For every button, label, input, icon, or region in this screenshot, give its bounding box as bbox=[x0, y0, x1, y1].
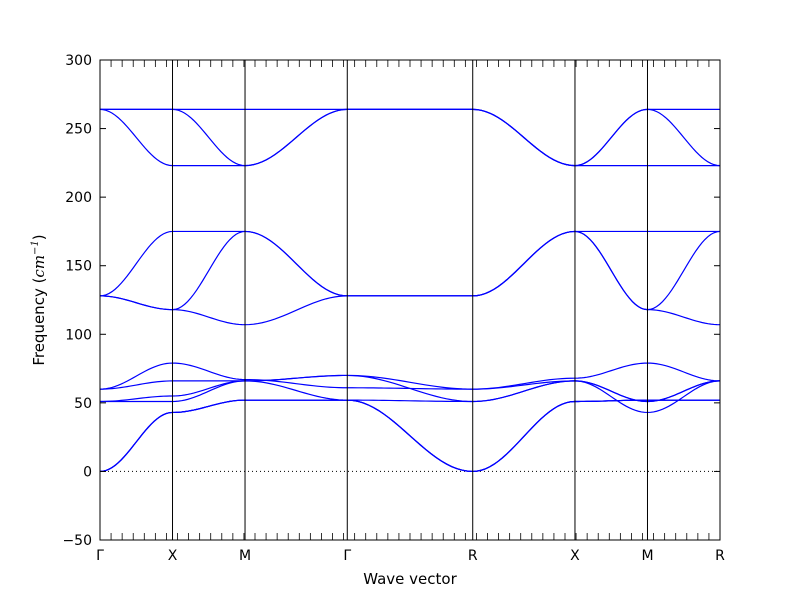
vlines-layer bbox=[172, 60, 648, 540]
y-tick-label: 0 bbox=[83, 464, 92, 480]
x-tick-label: X bbox=[570, 548, 580, 564]
x-tick-label: M bbox=[239, 548, 251, 564]
phonon-branch bbox=[99, 374, 721, 403]
y-tick-label: −50 bbox=[62, 533, 92, 549]
phonon-branch bbox=[100, 108, 720, 167]
phonon-branch bbox=[99, 230, 720, 297]
x-axis-label: Wave vector bbox=[363, 570, 457, 588]
x-tick-label: R bbox=[468, 548, 478, 564]
x-tick-label: Γ bbox=[96, 548, 104, 564]
x-tick-label: Γ bbox=[343, 548, 351, 564]
y-axis-label: Frequency (cm−1) bbox=[30, 234, 48, 365]
y-tick-label: 100 bbox=[65, 327, 92, 343]
y-tick-label: 200 bbox=[65, 190, 92, 206]
y-axis-ticks: −50 0 50 100 150 200 250 300 bbox=[62, 53, 720, 549]
x-tick-label: M bbox=[641, 548, 653, 564]
y-tick-label: 300 bbox=[65, 53, 92, 69]
x-tick-label: X bbox=[168, 548, 178, 564]
phonon-branch bbox=[99, 362, 721, 390]
bands-layer bbox=[99, 108, 721, 473]
y-tick-label: 150 bbox=[65, 259, 92, 275]
y-tick-label: 250 bbox=[65, 122, 92, 138]
y-tick-label: 50 bbox=[74, 396, 92, 412]
phonon-branch bbox=[100, 380, 721, 414]
x-tick-label: R bbox=[715, 548, 725, 564]
plot-background bbox=[100, 60, 720, 540]
